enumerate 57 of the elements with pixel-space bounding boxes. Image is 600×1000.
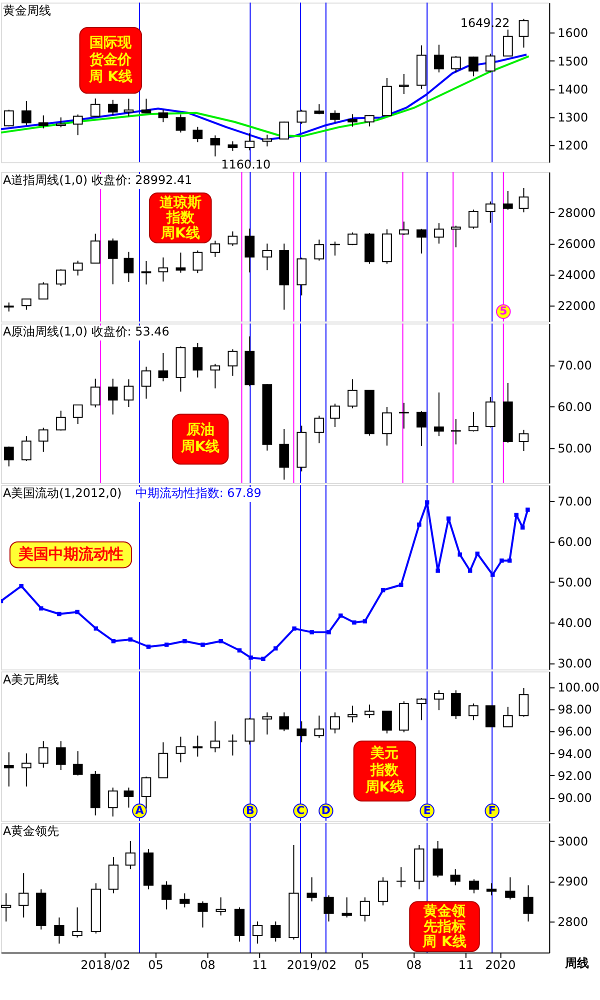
x-tick-label: 08 xyxy=(406,958,422,972)
y-tick-label: 100.00 xyxy=(558,680,600,694)
annotation: 原油周K线 xyxy=(180,422,220,456)
x-tick-label: 2018/02 xyxy=(80,958,130,972)
y-tick-label: 96.00 xyxy=(558,724,592,739)
ref-line-label: D xyxy=(321,804,330,817)
y-tick-label: 24000 xyxy=(558,268,596,282)
y-tick-label: 1500 xyxy=(558,54,588,68)
y-tick-label: 30.00 xyxy=(558,656,592,670)
y-tick-label: 50.00 xyxy=(558,442,592,456)
x-tick-label: 05 xyxy=(354,958,370,972)
y-tick-label: 1400 xyxy=(558,82,588,96)
annotation: 国际现货金价周 K线 xyxy=(88,34,133,85)
y-tick-label: 2800 xyxy=(558,914,588,929)
annotation: 道琼斯指数周K线 xyxy=(159,194,202,242)
y-tick-label: 26000 xyxy=(558,236,596,251)
y-tick-label: 22000 xyxy=(558,298,596,313)
ref-line-label: C xyxy=(296,804,305,817)
y-tick-label: 98.00 xyxy=(558,702,592,717)
y-tick-label: 90.00 xyxy=(558,791,592,806)
y-tick-label: 1200 xyxy=(558,138,588,153)
annotation: 美元指数周K线 xyxy=(364,744,404,796)
y-tick-label: 1600 xyxy=(558,26,588,40)
ref-line-label: E xyxy=(423,804,431,817)
x-tick-label: 08 xyxy=(200,958,216,972)
y-tick-label: 2900 xyxy=(558,874,588,889)
y-tick-label: 1300 xyxy=(558,110,588,125)
annotation: 1160.10 xyxy=(221,157,271,172)
ref-line-label: A xyxy=(135,804,144,817)
text: 中期流动性指数: 67.89 xyxy=(135,486,262,500)
chart-title: A道指周线(1,0) 收盘价: 28992.41 xyxy=(2,173,192,188)
x-tick-label: 2019/02 xyxy=(286,958,337,972)
x-tick-label: 2020 xyxy=(485,958,516,972)
y-tick-label: 70.00 xyxy=(558,494,592,509)
x-tick-label: 11 xyxy=(458,958,474,972)
chart-title: A原油周线(1,0) 收盘价: 53.46 xyxy=(2,324,170,339)
chart-title: A美国流动(1,2012,0) xyxy=(2,486,122,500)
annotation: 黄金领先指标周 K线 xyxy=(422,904,467,950)
chart-title: A美元周线 xyxy=(2,672,60,686)
y-tick-label: 60.00 xyxy=(558,400,592,414)
y-tick-label: 94.00 xyxy=(558,746,592,761)
ref-line-label: 5 xyxy=(500,304,508,318)
ref-line-label: F xyxy=(488,804,496,817)
text: 周线 xyxy=(564,956,590,970)
x-tick-label: 11 xyxy=(252,958,268,972)
y-tick-label: 50.00 xyxy=(558,576,592,590)
chart-title: A黄金领先 xyxy=(2,824,60,838)
y-tick-label: 40.00 xyxy=(558,616,592,630)
y-tick-label: 3000 xyxy=(558,834,588,848)
y-tick-label: 60.00 xyxy=(558,535,592,550)
x-tick-label: 05 xyxy=(148,958,164,972)
y-tick-label: 92.00 xyxy=(558,768,592,783)
y-tick-label: 70.00 xyxy=(558,358,592,373)
ref-line-label: B xyxy=(246,804,254,817)
annotation: 美国中期流动性 xyxy=(17,544,124,563)
chart-title: 黄金周线 xyxy=(2,4,51,18)
y-tick-label: 28000 xyxy=(558,206,596,220)
